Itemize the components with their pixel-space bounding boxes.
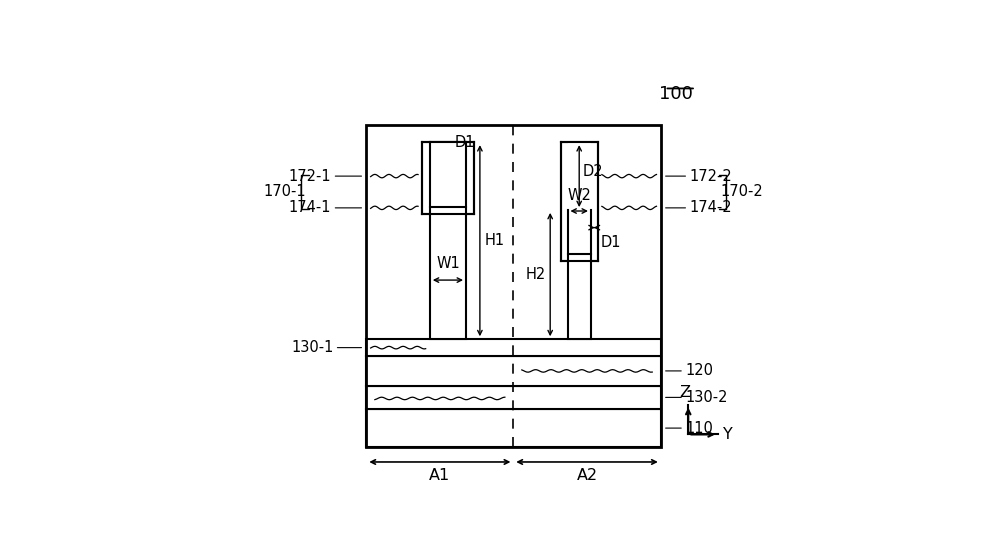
Text: 110: 110	[685, 421, 713, 436]
Bar	[366, 339, 661, 356]
Text: H1: H1	[484, 233, 504, 248]
Bar	[568, 210, 591, 339]
Text: D2: D2	[583, 164, 603, 179]
Text: 120: 120	[685, 364, 713, 378]
Bar	[561, 142, 598, 261]
Text: 130-2: 130-2	[685, 390, 728, 405]
Bar	[366, 409, 661, 447]
Text: 170-1: 170-1	[263, 184, 306, 200]
Text: D1: D1	[601, 235, 622, 250]
Text: Z: Z	[679, 384, 690, 400]
Bar	[430, 142, 466, 207]
Text: A2: A2	[576, 469, 598, 483]
Bar	[366, 386, 661, 409]
Text: 170-2: 170-2	[720, 184, 763, 200]
Text: A1: A1	[429, 469, 450, 483]
Text: 174-1: 174-1	[289, 200, 331, 216]
Bar	[430, 142, 466, 339]
Text: 172-1: 172-1	[289, 169, 331, 184]
Text: H2: H2	[526, 267, 546, 282]
Text: 172-2: 172-2	[690, 169, 732, 184]
Text: 174-2: 174-2	[690, 200, 732, 216]
Bar	[366, 125, 661, 447]
Text: W1: W1	[436, 256, 460, 271]
Text: 100: 100	[659, 85, 692, 103]
Bar	[366, 356, 661, 386]
Text: W2: W2	[567, 188, 591, 202]
Bar	[422, 142, 474, 214]
Text: 130-1: 130-1	[291, 340, 333, 355]
Bar	[568, 142, 591, 254]
Text: D1: D1	[455, 135, 476, 150]
Text: Y: Y	[723, 427, 733, 442]
